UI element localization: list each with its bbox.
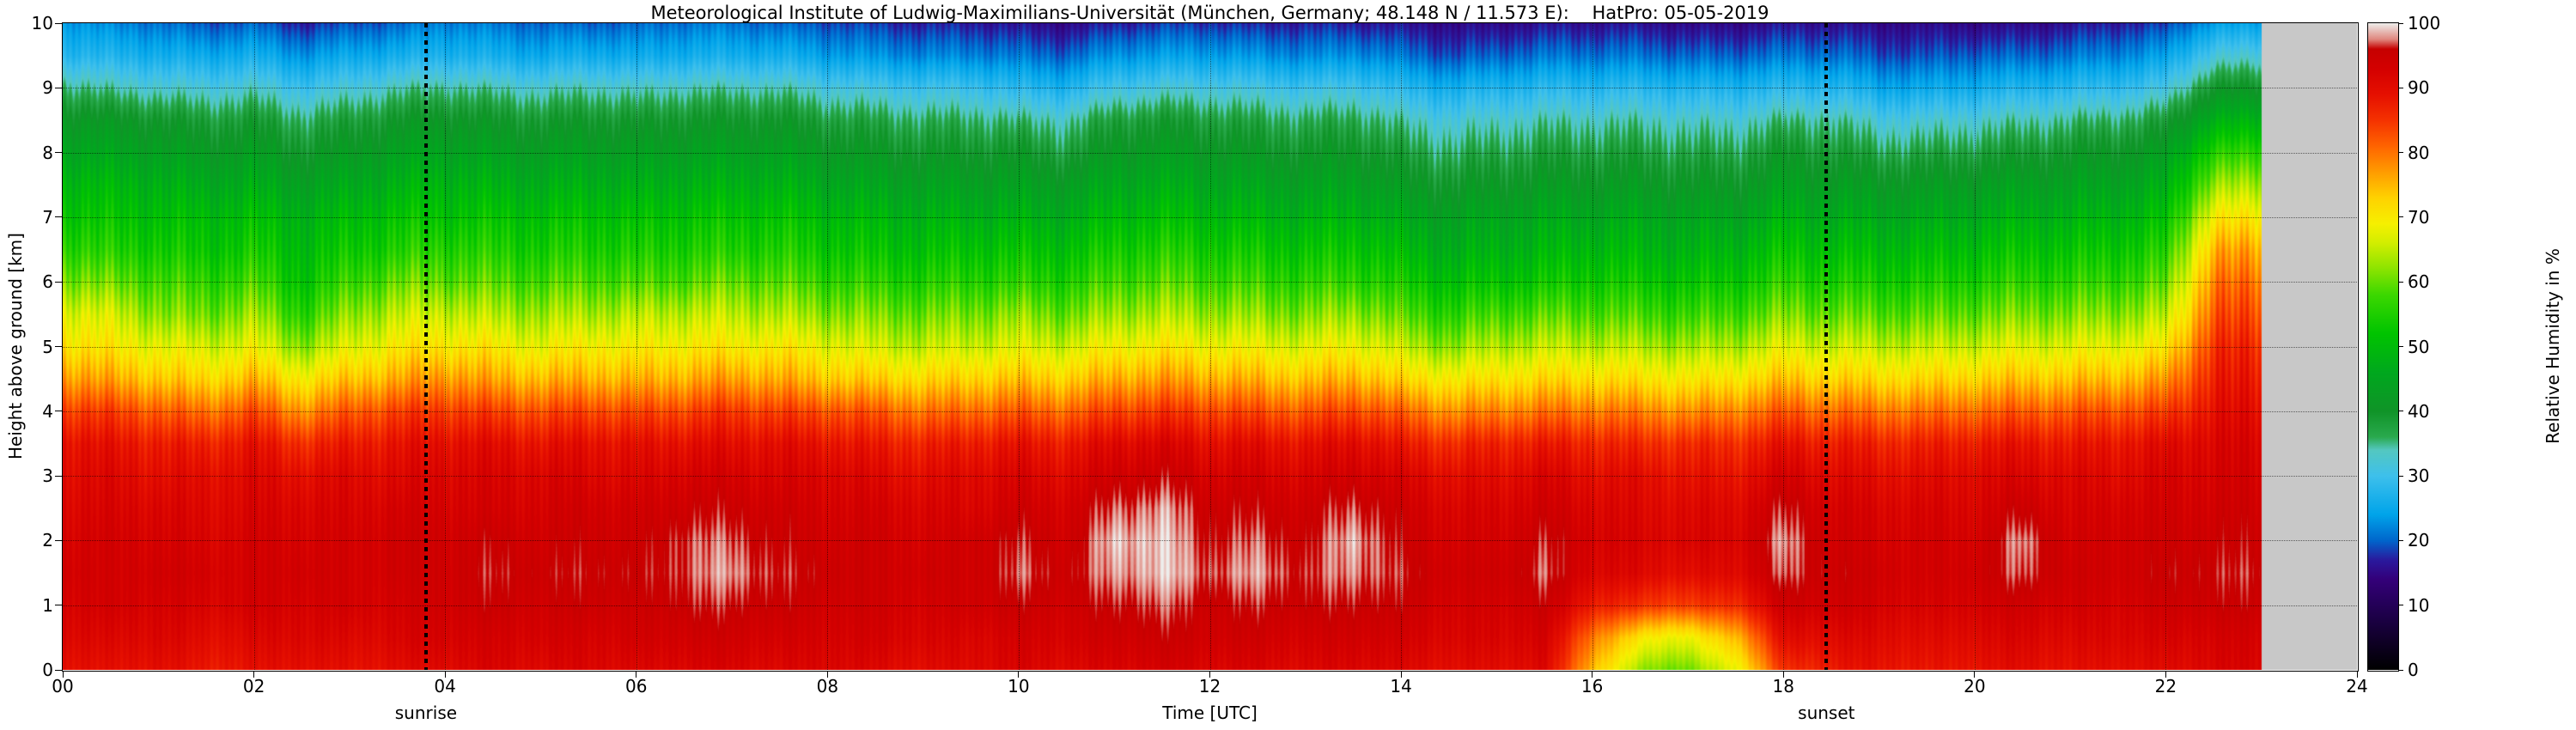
x-tick-mark (826, 671, 828, 678)
y-tick-label: 9 (42, 77, 53, 99)
y-axis-label: Height above ground [km] (5, 233, 26, 459)
x-tick-mark (444, 671, 446, 678)
colorbar-tick-mark (2398, 539, 2403, 541)
x-tick-label: 06 (625, 676, 648, 697)
sunset-line (1824, 23, 1829, 670)
colorbar-tick-label: 60 (2408, 271, 2430, 293)
y-tick-label: 0 (42, 660, 53, 680)
x-tick-mark (1018, 671, 1020, 678)
colorbar-tick-mark (2398, 346, 2403, 347)
x-tick-mark (1974, 671, 1976, 678)
horizontal-gridline (63, 216, 2357, 218)
x-tick-label: 00 (52, 676, 74, 697)
colorbar-canvas (2368, 23, 2398, 670)
chart-title: Meteorological Institute of Ludwig-Maxim… (650, 3, 1769, 23)
y-tick-label: 1 (42, 594, 53, 616)
colorbar-tick-label: 40 (2408, 400, 2430, 422)
x-tick-label: 20 (1964, 676, 1986, 697)
y-tick-label: 4 (42, 400, 53, 422)
y-tick-label: 7 (42, 206, 53, 228)
y-tick-mark (55, 539, 62, 541)
y-tick-mark (55, 22, 62, 24)
colorbar-tick-mark (2398, 669, 2403, 671)
horizontal-gridline (63, 346, 2357, 348)
colorbar-tick-mark (2398, 216, 2403, 218)
y-tick-label: 2 (42, 530, 53, 551)
x-tick-label: 08 (816, 676, 839, 697)
sunrise-label: sunrise (394, 703, 458, 723)
y-tick-label: 8 (42, 142, 53, 163)
x-tick-mark (1400, 671, 1402, 678)
horizontal-gridline (63, 282, 2357, 283)
x-tick-label: 04 (434, 676, 456, 697)
colorbar-tick-label: 70 (2408, 206, 2430, 228)
x-tick-label: 02 (242, 676, 265, 697)
x-tick-label: 18 (1772, 676, 1794, 697)
y-tick-mark (55, 475, 62, 477)
horizontal-gridline (63, 476, 2357, 478)
x-tick-label: 10 (1008, 676, 1030, 697)
colorbar-tick-mark (2398, 152, 2403, 154)
y-tick-mark (55, 346, 62, 347)
colorbar-tick-mark (2398, 281, 2403, 283)
colorbar-tick-label: 80 (2408, 142, 2430, 163)
x-tick-label: 16 (1580, 676, 1604, 697)
x-tick-mark (1209, 671, 1210, 678)
y-tick-label: 5 (42, 336, 53, 357)
colorbar-tick-label: 50 (2408, 336, 2430, 357)
x-tick-mark (2165, 671, 2166, 678)
colorbar-tick-mark (2398, 475, 2403, 477)
sunrise-line (423, 23, 428, 670)
colorbar-tick-label: 10 (2408, 594, 2430, 616)
colorbar-tick-label: 20 (2408, 530, 2430, 551)
horizontal-gridline (63, 411, 2357, 412)
x-tick-label: 24 (2346, 676, 2368, 697)
x-tick-mark (62, 671, 64, 678)
colorbar-tick-label: 90 (2408, 77, 2430, 99)
horizontal-gridline (63, 152, 2357, 154)
horizontal-gridline (63, 605, 2357, 606)
y-tick-mark (55, 669, 62, 671)
y-tick-label: 6 (42, 271, 53, 293)
x-tick-mark (2356, 671, 2358, 678)
x-axis-label: Time [UTC] (1162, 703, 1258, 723)
y-tick-label: 3 (42, 465, 53, 487)
colorbar-tick-label: 30 (2408, 465, 2430, 487)
colorbar-tick-mark (2398, 22, 2403, 24)
colorbar-tick-label: 0 (2408, 660, 2419, 680)
y-tick-mark (55, 281, 62, 283)
x-tick-label: 12 (1198, 676, 1221, 697)
y-tick-mark (55, 216, 62, 218)
x-tick-label: 22 (2154, 676, 2177, 697)
sunset-label: sunset (1798, 703, 1855, 723)
x-tick-mark (253, 671, 255, 678)
x-tick-mark (1782, 671, 1784, 678)
colorbar-tick-label: 100 (2408, 13, 2441, 33)
colorbar-label: Relative Humidity in % (2543, 248, 2563, 444)
y-tick-label: 10 (31, 13, 53, 33)
horizontal-gridline (63, 540, 2357, 542)
y-tick-mark (55, 152, 62, 154)
x-tick-label: 14 (1390, 676, 1412, 697)
